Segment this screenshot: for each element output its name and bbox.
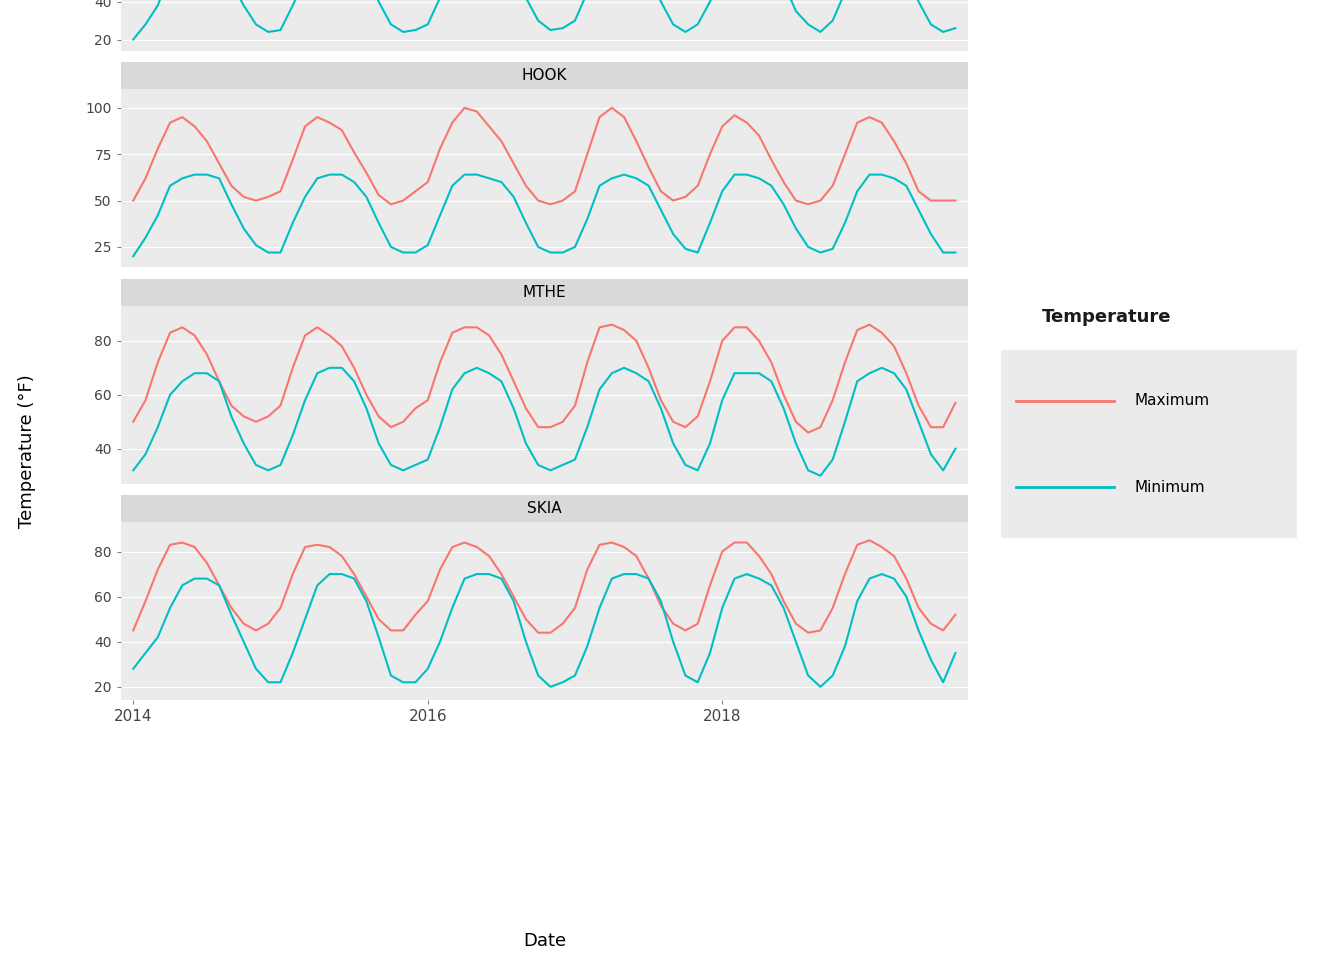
Text: Date: Date: [523, 932, 566, 949]
Text: Minimum: Minimum: [1134, 480, 1206, 494]
Text: Maximum: Maximum: [1134, 394, 1210, 408]
Text: SKIA: SKIA: [527, 501, 562, 516]
Text: MTHE: MTHE: [523, 285, 566, 300]
Text: HOOK: HOOK: [521, 68, 567, 84]
Text: Temperature (°F): Temperature (°F): [17, 374, 36, 528]
Text: Temperature: Temperature: [1042, 308, 1171, 325]
